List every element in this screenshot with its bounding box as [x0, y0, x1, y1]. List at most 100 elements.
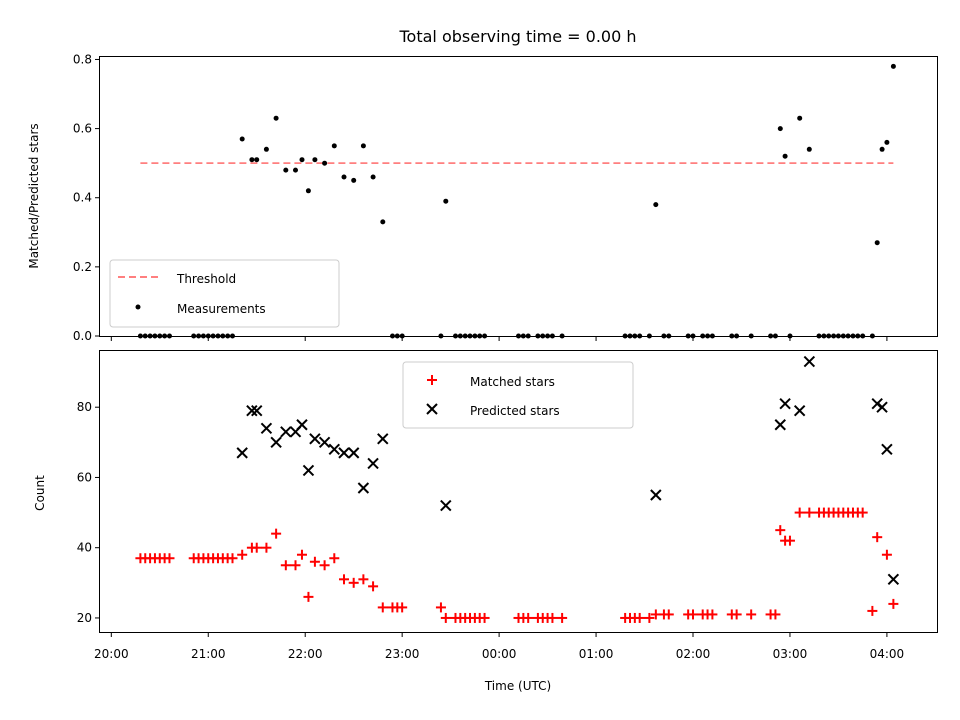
matched-star-point: [368, 581, 379, 592]
measurement-point: [777, 126, 783, 132]
predicted-star-point: [318, 436, 331, 449]
predicted-star-point: [887, 573, 900, 586]
predicted-star-point: [367, 457, 379, 470]
predicted-star-point: [779, 397, 791, 410]
matched-star-point: [440, 612, 451, 623]
measurement-point: [797, 115, 803, 121]
predicted-star-point: [881, 443, 893, 456]
predicted-star-point: [377, 433, 389, 445]
measurement-point: [305, 188, 311, 194]
matched-star-point: [857, 507, 868, 518]
matched-star-point: [523, 612, 534, 623]
count-plot-frame: [99, 350, 938, 633]
predicted-star-point: [793, 405, 806, 417]
matched-legend-swatch: [427, 375, 437, 385]
matched-star-point: [775, 525, 786, 536]
ratio-legend: Threshold Measurements: [109, 259, 340, 328]
measurement-point: [380, 219, 386, 225]
x-tick-label: 00:00: [482, 647, 517, 661]
predicted-star-point: [876, 401, 888, 413]
measurement-point: [653, 202, 659, 208]
count-y-axis-label: Count: [33, 475, 47, 511]
x-tick-label: 04:00: [870, 647, 905, 661]
matched-star-point: [634, 612, 645, 623]
measurements-legend-label: Measurements: [177, 302, 266, 316]
ratio-panel: Total observing time = 0.00 h 0.00.20.40…: [27, 27, 938, 343]
count-panel: 20 40 60 80 20:00 21:00 22:00 23:00 00:00 01:00 0…: [33, 350, 938, 693]
matched-star-point: [881, 549, 892, 560]
measurement-point: [249, 157, 255, 163]
measurement-point: [443, 198, 449, 204]
y-tick-label: 60: [77, 470, 92, 484]
matched-star-point: [770, 609, 781, 620]
count-plot-area: [135, 355, 900, 623]
x-tick-label: 02:00: [676, 647, 711, 661]
x-tick-label: 22:00: [288, 647, 323, 661]
matched-star-point: [319, 560, 330, 571]
matched-star-point: [296, 549, 307, 560]
matched-star-point: [547, 612, 558, 623]
count-legend-box: [402, 361, 634, 429]
measurements-legend-swatch: [135, 304, 141, 310]
measurement-point: [293, 167, 298, 173]
measurement-point: [341, 174, 347, 180]
matched-star-point: [479, 612, 490, 623]
y-tick-label: 0.8: [73, 52, 92, 66]
ratio-y-axis: 0.0 0.2 0.4 0.6 0.8: [73, 52, 100, 343]
matched-star-point: [435, 602, 446, 613]
measurement-point: [351, 177, 357, 183]
matched-star-point: [731, 609, 742, 620]
y-tick-label: 0.2: [73, 260, 92, 274]
measurement-point: [884, 139, 890, 145]
matched-star-point: [707, 609, 718, 620]
matched-star-point: [784, 535, 795, 546]
measurement-point: [782, 153, 788, 159]
ratio-x-axis: [110, 336, 888, 341]
measurement-point: [263, 146, 269, 152]
predicted-star-point: [302, 464, 315, 477]
matched-star-point: [251, 542, 262, 553]
matched-star-point: [794, 507, 805, 518]
matched-star-point: [557, 612, 568, 623]
matched-star-point: [261, 542, 272, 553]
matched-star-point: [280, 560, 291, 571]
matched-star-point: [338, 574, 349, 585]
measurement-point: [806, 146, 812, 152]
y-tick-label: 40: [77, 541, 92, 555]
x-tick-label: 03:00: [773, 647, 808, 661]
measurement-point: [890, 63, 896, 69]
count-x-axis: 20:00 21:00 22:00 23:00 00:00 01:00 02:00 03:00…: [94, 632, 904, 661]
y-tick-label: 0.6: [73, 122, 92, 136]
matched-star-point: [377, 602, 388, 613]
chart-title: Total observing time = 0.00 h: [398, 27, 636, 46]
predicted-star-point: [260, 422, 273, 434]
predicted-star-point: [338, 447, 350, 459]
measurement-point: [273, 115, 279, 121]
predicted-star-point: [296, 419, 308, 431]
matched-star-point: [329, 553, 340, 564]
matched-star-point: [237, 549, 248, 560]
predicted-star-point: [309, 433, 321, 445]
matched-star-point: [688, 609, 699, 620]
measurement-point: [360, 143, 366, 149]
predicted-star-point: [270, 436, 282, 449]
matched-star-point: [348, 577, 359, 588]
y-tick-label: 0.4: [73, 191, 92, 205]
matched-star-point: [290, 560, 301, 571]
y-tick-label: 0.0: [73, 329, 92, 343]
predicted-star-point: [280, 426, 292, 438]
predicted-star-point: [774, 419, 786, 431]
predicted-star-point: [236, 447, 248, 459]
measurement-point: [312, 157, 318, 163]
count-y-axis: 20 40 60 80: [77, 400, 100, 625]
predicted-star-point: [803, 355, 816, 368]
count-legend: Matched stars Predicted stars: [402, 361, 634, 429]
matched-star-point: [164, 553, 175, 564]
matched-star-point: [867, 605, 878, 616]
predicted-star-point: [440, 499, 452, 512]
matched-star-point: [804, 507, 815, 518]
measurement-point: [239, 136, 245, 142]
matched-star-point: [644, 612, 655, 623]
